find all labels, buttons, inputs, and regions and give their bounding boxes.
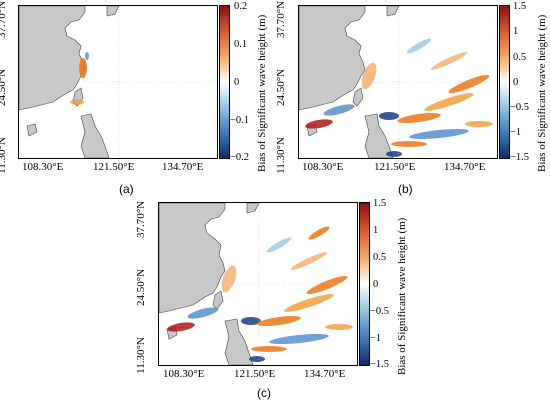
- colorbar-tick: −0.5: [370, 306, 390, 317]
- colorbar-label: Bias of Significant wave height (m): [536, 14, 548, 172]
- bias-blob: [424, 93, 474, 111]
- bias-blob: [308, 226, 330, 240]
- colorbar-tick: −0.2: [230, 152, 250, 163]
- land-taiwan: [212, 290, 224, 310]
- land-mainland: [159, 203, 226, 314]
- bias-blob: [257, 315, 301, 327]
- land-philippines: [224, 318, 254, 365]
- lat-tick: 37.70°N: [275, 0, 288, 39]
- lon-tick: 121.50°E: [234, 368, 276, 380]
- colorbar-tick: 1.5: [373, 198, 387, 209]
- land-taiwan: [352, 87, 364, 107]
- lon-tick: 121.50°E: [374, 161, 416, 173]
- bias-blob: [379, 112, 399, 120]
- bias-blob: [266, 237, 292, 253]
- lon-tick: 134.70°E: [162, 161, 204, 173]
- bias-blob: [269, 333, 329, 345]
- panel-caption: (b): [398, 182, 413, 196]
- bias-blob: [70, 99, 84, 105]
- map-a: [18, 5, 218, 159]
- colorbar-b: [499, 5, 510, 159]
- lat-tick: 11.30°N: [274, 137, 287, 174]
- map-c: [158, 202, 358, 366]
- land-japan: [246, 203, 260, 214]
- bias-blob: [361, 62, 377, 90]
- bias-blob: [249, 356, 265, 362]
- colorbar-tick: 0.1: [234, 39, 248, 50]
- bias-blob: [167, 322, 195, 332]
- colorbar-tick: −0.1: [230, 115, 250, 126]
- bias-blob: [306, 275, 348, 295]
- bias-blob: [430, 52, 468, 70]
- bias-blob: [79, 58, 87, 78]
- bias-blob: [284, 294, 334, 312]
- colorbar-tick: 0.5: [373, 252, 387, 263]
- bias-blob: [221, 265, 237, 293]
- land-mainland: [299, 6, 366, 111]
- bias-blob: [391, 141, 427, 147]
- colorbar-tick: 1.5: [513, 1, 527, 12]
- colorbar-tick: 0.2: [234, 1, 248, 12]
- panel-caption: (c): [257, 386, 271, 400]
- colorbar-tick: −1.5: [510, 152, 530, 163]
- colorbar-label: Bias of Significant wave height (m): [256, 14, 268, 172]
- lat-tick: 37.70°N: [135, 200, 148, 239]
- bias-blob: [397, 112, 441, 124]
- bias-blob: [85, 52, 89, 60]
- land-japan: [386, 6, 400, 17]
- colorbar-label: Bias of Significant wave height (m): [396, 217, 408, 375]
- bias-blob: [251, 346, 287, 352]
- lat-tick: 11.30°N: [134, 337, 147, 374]
- bias-blob: [241, 317, 261, 325]
- lat-tick: 11.30°N: [0, 137, 8, 174]
- lat-tick: 37.70°N: [0, 0, 9, 39]
- panel-caption: (a): [119, 182, 134, 196]
- map-b-graphic: [299, 6, 497, 158]
- colorbar-tick: 1: [373, 225, 379, 236]
- bias-blob: [465, 121, 493, 127]
- colorbar-tick: −1: [510, 127, 522, 138]
- bias-blob: [290, 252, 328, 270]
- lat-tick: 24.50°N: [275, 68, 288, 107]
- lon-tick: 134.70°E: [304, 368, 346, 380]
- map-b: [298, 5, 498, 159]
- bias-blob: [448, 74, 490, 94]
- land-philippines: [80, 113, 110, 158]
- bias-blob: [386, 151, 402, 157]
- colorbar-tick: 0: [234, 77, 240, 88]
- map-a-graphic: [19, 6, 217, 158]
- bias-blob: [323, 104, 355, 116]
- colorbar-tick: 0.5: [513, 52, 527, 63]
- colorbar-tick: 1: [513, 26, 519, 37]
- colorbar-tick: 0: [513, 77, 519, 88]
- bias-blob: [325, 324, 353, 330]
- land-philippines: [364, 113, 394, 158]
- bias-blob: [305, 119, 333, 129]
- colorbar-tick: 0: [373, 279, 379, 290]
- colorbar-tick: −1.5: [370, 359, 390, 370]
- lon-tick: 134.70°E: [444, 161, 486, 173]
- lon-tick: 108.30°E: [22, 161, 64, 173]
- colorbar-a: [219, 5, 230, 159]
- colorbar-c: [359, 202, 370, 366]
- lon-tick: 108.30°E: [302, 161, 344, 173]
- lon-tick: 108.30°E: [163, 368, 205, 380]
- bias-blob: [406, 38, 432, 54]
- lat-tick: 24.50°N: [135, 268, 148, 307]
- bias-blob: [187, 307, 219, 319]
- lat-tick: 24.50°N: [0, 68, 9, 107]
- colorbar-tick: −0.5: [510, 102, 530, 113]
- map-c-graphic: [159, 203, 357, 365]
- lon-tick: 121.50°E: [93, 161, 135, 173]
- land-hainan: [26, 123, 38, 137]
- colorbar-tick: −1: [370, 333, 382, 344]
- bias-blob: [409, 128, 469, 140]
- land-japan: [106, 6, 120, 17]
